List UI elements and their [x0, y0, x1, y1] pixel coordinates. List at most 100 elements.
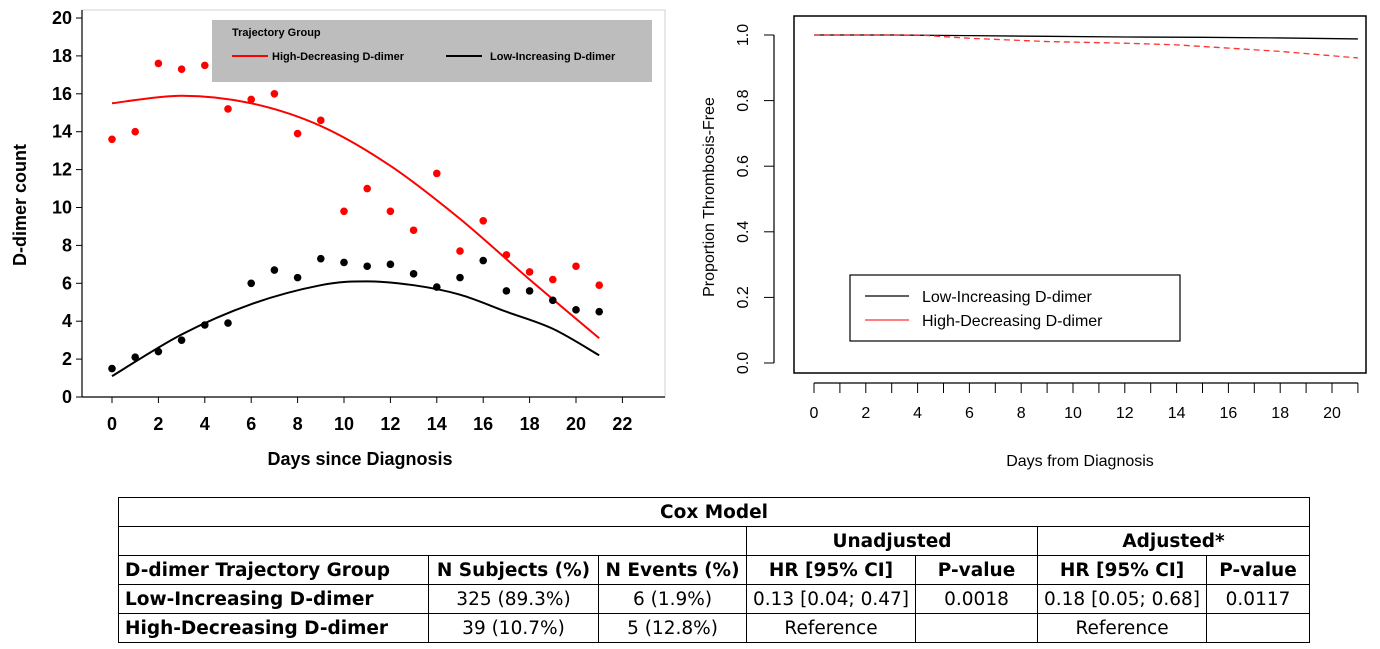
x-tick-label: 0 — [810, 405, 819, 422]
y-tick-label: 20 — [52, 8, 72, 28]
data-point-high-decreasing — [270, 90, 279, 98]
table-row: Low-Increasing D-dimer 325 (89.3%) 6 (1.… — [118, 584, 1311, 614]
cox-model-table: Cox Model Unadjusted Adjusted* D-dimer T… — [117, 497, 1311, 643]
x-tick-label: 14 — [1168, 405, 1186, 422]
y-tick-label: 14 — [52, 122, 72, 142]
x-tick-label: 14 — [427, 414, 447, 434]
y-tick-label: 0 — [62, 387, 72, 407]
y-tick-label: 18 — [52, 46, 72, 66]
table-cell: 0.0117 — [1206, 584, 1311, 614]
x-tick-label: 10 — [1064, 405, 1082, 422]
data-point-high-decreasing — [479, 216, 488, 225]
x-tick-label: 8 — [1017, 405, 1026, 422]
y-tick-label: 0.2 — [735, 286, 752, 308]
legend-box — [849, 274, 1181, 342]
data-point-low-increasing — [433, 283, 441, 291]
data-point-low-increasing — [131, 353, 139, 362]
y-tick-label: 0.4 — [735, 221, 752, 243]
table-header-row: D-dimer Trajectory Group N Subjects (%) … — [118, 555, 1311, 585]
data-point-high-decreasing — [386, 207, 395, 216]
x-tick-label: 10 — [334, 414, 354, 434]
data-point-low-increasing — [386, 260, 395, 269]
legend-label-low: Low-Increasing D-dimer — [490, 51, 616, 63]
data-point-low-increasing — [270, 266, 279, 274]
data-point-low-increasing — [201, 321, 209, 329]
data-point-low-increasing — [293, 273, 302, 282]
x-tick-label: 2 — [153, 414, 163, 434]
x-tick-label: 16 — [1220, 405, 1238, 422]
data-point-high-decreasing — [595, 281, 603, 289]
x-tick-label: 8 — [293, 414, 303, 434]
y-tick-label: 10 — [52, 198, 72, 218]
table-cell: Reference — [1037, 613, 1208, 643]
table-column-header: N Events (%) — [598, 555, 747, 585]
table-cell: 0.0018 — [915, 584, 1039, 614]
y-tick-label: 12 — [52, 160, 72, 180]
data-point-low-increasing — [479, 256, 488, 265]
cox-model-table-wrapper: Cox Model Unadjusted Adjusted* D-dimer T… — [117, 497, 1311, 643]
y-axis-label: D-dimer count — [10, 144, 30, 266]
y-axis-label: Proportion Thrombosis-Free — [701, 97, 718, 297]
plot-frame — [793, 15, 1367, 374]
data-point-high-decreasing — [224, 105, 232, 113]
data-point-low-increasing — [154, 347, 163, 356]
x-tick-label: 4 — [200, 414, 210, 434]
data-point-high-decreasing — [317, 116, 325, 125]
table-cell: 0.18 [0.05; 0.68] — [1037, 584, 1208, 614]
legend-label-high: High-Decreasing D-dimer — [272, 51, 405, 63]
x-tick-label: 16 — [473, 414, 493, 434]
y-tick-label: 6 — [62, 273, 72, 293]
data-point-low-increasing — [177, 336, 186, 344]
data-point-low-increasing — [224, 319, 232, 327]
table-cell: Reference — [745, 613, 917, 643]
data-point-high-decreasing — [363, 184, 372, 193]
data-point-high-decreasing — [201, 61, 209, 70]
data-point-low-increasing — [595, 307, 603, 316]
table-cell-group: Low-Increasing D-dimer — [118, 584, 429, 614]
data-point-high-decreasing — [131, 127, 139, 136]
y-tick-label: 0.8 — [735, 89, 752, 111]
y-tick-label: 1.0 — [735, 24, 752, 46]
table-column-header: HR [95% CI] — [745, 555, 917, 585]
y-tick-label: 0.0 — [735, 352, 752, 374]
x-tick-label: 12 — [1116, 405, 1134, 422]
legend-box — [212, 20, 652, 82]
y-tick-label: 16 — [52, 84, 72, 104]
table-cell: 0.13 [0.04; 0.47] — [745, 584, 917, 614]
table-cell — [915, 613, 1039, 643]
data-point-low-increasing — [247, 279, 255, 288]
table-cell: 5 (12.8%) — [598, 613, 747, 643]
legend-title: Trajectory Group — [232, 27, 321, 39]
data-point-high-decreasing — [247, 95, 255, 104]
data-point-high-decreasing — [456, 247, 464, 255]
table-column-header: P-value — [1206, 555, 1311, 585]
data-point-low-increasing — [317, 254, 325, 263]
x-tick-label: 6 — [246, 414, 256, 434]
table-cell: 325 (89.3%) — [428, 584, 599, 614]
y-tick-label: 8 — [62, 235, 72, 255]
data-point-high-decreasing — [409, 226, 418, 235]
x-tick-label: 2 — [861, 405, 870, 422]
dimer-trajectory-chart: 0 2 4 6 8 10 12 14 16 18 20 22 0 2 4 6 8 10 12 14 16 18 20 Tra… — [10, 8, 666, 469]
x-tick-label: 4 — [913, 405, 922, 422]
data-point-high-decreasing — [293, 129, 302, 138]
data-point-high-decreasing — [108, 135, 116, 144]
x-axis-label: Days from Diagnosis — [1006, 453, 1154, 470]
table-group-header-adjusted: Adjusted* — [1037, 526, 1311, 556]
x-tick-label: 18 — [1271, 405, 1289, 422]
table-group-header-unadjusted: Unadjusted — [745, 526, 1039, 556]
y-tick-label: 0.6 — [735, 155, 752, 177]
fit-curve-high-decreasing — [111, 94, 600, 340]
y-tick-label: 4 — [62, 311, 72, 331]
table-cell — [1206, 613, 1311, 643]
x-tick-label: 18 — [520, 414, 540, 434]
data-point-low-increasing — [525, 287, 534, 295]
table-cell-group: High-Decreasing D-dimer — [118, 613, 429, 643]
chart-legend: Trajectory Group High-Decreasing D-dimer… — [212, 20, 652, 82]
table-column-header: N Subjects (%) — [428, 555, 599, 585]
data-point-low-increasing — [549, 296, 557, 305]
table-title-row: Cox Model — [117, 497, 1311, 527]
data-point-low-increasing — [363, 262, 372, 271]
data-point-high-decreasing — [572, 262, 580, 271]
data-point-low-increasing — [409, 270, 418, 278]
